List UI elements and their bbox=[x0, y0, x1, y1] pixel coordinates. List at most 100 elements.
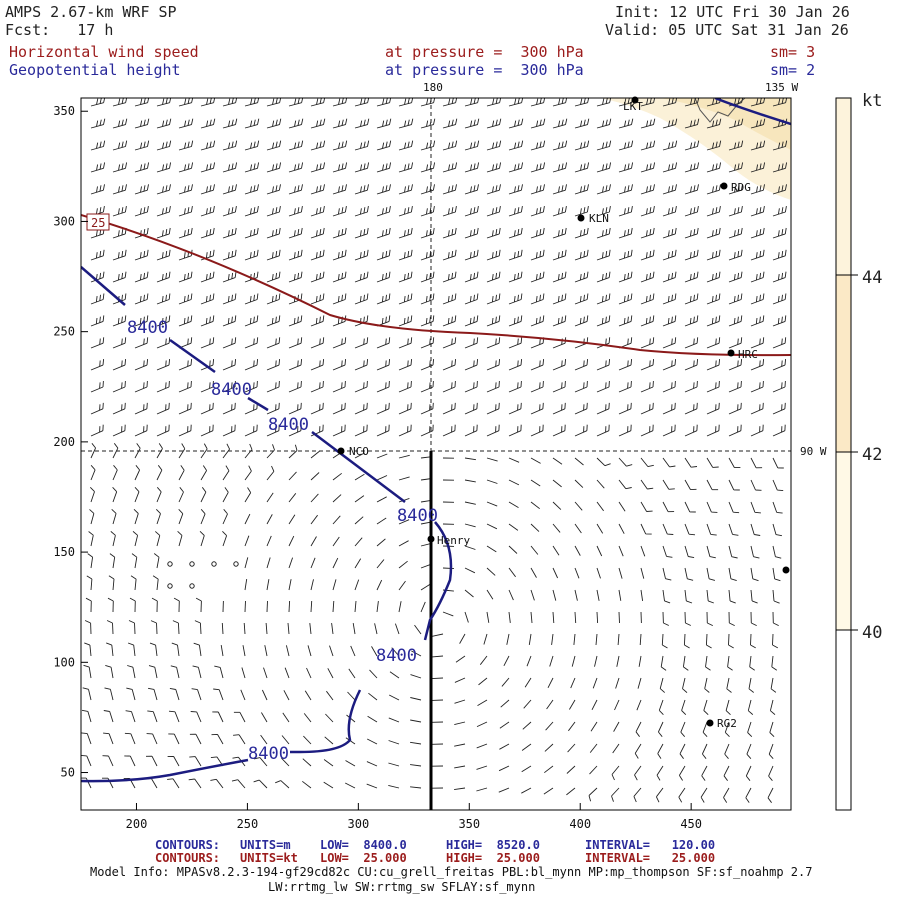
station-label: KLN bbox=[589, 212, 609, 225]
wind-barb bbox=[521, 743, 532, 751]
wind-barb bbox=[398, 315, 413, 327]
wind-contour-label-box bbox=[86, 213, 110, 231]
wind-barb bbox=[591, 699, 598, 711]
wind-barb bbox=[772, 249, 787, 261]
wind-barb bbox=[134, 402, 148, 415]
wind-barb bbox=[589, 743, 598, 753]
wind-barb bbox=[332, 557, 339, 569]
wind-barb bbox=[200, 293, 215, 305]
wind-barb bbox=[662, 457, 676, 468]
wind-barb bbox=[574, 589, 578, 601]
wind-barb bbox=[304, 690, 312, 701]
wind-barb bbox=[398, 424, 412, 437]
footer-height-units: UNITS=m bbox=[240, 838, 291, 852]
wind-barb bbox=[266, 315, 281, 327]
wind-barb bbox=[112, 206, 127, 217]
wind-barb bbox=[570, 677, 576, 689]
wind-barb bbox=[398, 118, 414, 129]
wind-barb bbox=[398, 227, 413, 239]
wind-barb bbox=[354, 359, 369, 371]
wind-barb bbox=[682, 677, 688, 693]
wind-barb bbox=[285, 645, 290, 657]
wind-barb bbox=[464, 479, 476, 483]
wind-barb bbox=[106, 642, 114, 657]
height-contour-label: 8400 bbox=[248, 744, 289, 764]
wind-barb bbox=[706, 501, 718, 513]
wind-barb bbox=[479, 655, 488, 665]
wind-barb bbox=[178, 508, 184, 525]
wind-barb bbox=[134, 293, 149, 305]
wind-barb bbox=[88, 531, 94, 547]
wind-barb bbox=[145, 778, 158, 789]
wind-barb bbox=[244, 487, 252, 503]
wind-barb bbox=[750, 98, 766, 107]
footer-wind-high: HIGH= 25.000 bbox=[446, 851, 540, 865]
wind-barb bbox=[552, 249, 567, 261]
wind-barb bbox=[552, 271, 567, 283]
wind-barb bbox=[354, 227, 369, 239]
wind-barbs bbox=[81, 98, 788, 803]
wind-barb bbox=[156, 184, 171, 195]
wind-barb bbox=[640, 293, 655, 305]
wind-barb bbox=[508, 315, 523, 327]
wind-barb bbox=[592, 677, 598, 689]
wind-barb bbox=[596, 227, 611, 239]
wind-barb bbox=[530, 611, 533, 624]
wind-barb bbox=[530, 140, 546, 151]
wind-barb bbox=[420, 98, 436, 107]
station-marker bbox=[720, 182, 728, 190]
wind-barb bbox=[552, 380, 566, 393]
wind-barb bbox=[442, 402, 456, 415]
wind-barb bbox=[398, 271, 413, 283]
wind-barb bbox=[442, 293, 457, 305]
wind-barb bbox=[354, 206, 369, 217]
wind-barb bbox=[354, 271, 369, 283]
wind-barb bbox=[288, 600, 291, 613]
wind-barb bbox=[288, 579, 292, 591]
wind-barb bbox=[134, 315, 149, 327]
wind-barb bbox=[634, 765, 642, 781]
wind-barb bbox=[640, 227, 655, 239]
wind-barb bbox=[596, 501, 604, 512]
wind-barb bbox=[156, 162, 172, 173]
wind-barb bbox=[90, 227, 105, 239]
wind-barb bbox=[178, 227, 193, 239]
wind-barb bbox=[596, 611, 599, 624]
wind-barb bbox=[90, 443, 97, 459]
wind-barb bbox=[640, 424, 654, 437]
wind-barb bbox=[728, 611, 735, 627]
wind-barb bbox=[749, 655, 755, 671]
wind-barb bbox=[611, 765, 620, 781]
wind-barb bbox=[498, 765, 510, 772]
wind-barb bbox=[701, 765, 708, 781]
wind-barb bbox=[168, 710, 180, 723]
wind-barb bbox=[476, 721, 488, 728]
wind-barb bbox=[464, 589, 474, 598]
wind-barb bbox=[288, 271, 303, 283]
wind-barb bbox=[574, 567, 580, 579]
wind-barb bbox=[109, 553, 116, 569]
wind-barb bbox=[244, 535, 250, 547]
wind-barb bbox=[266, 271, 281, 283]
wind-speed-shading bbox=[600, 98, 791, 200]
wind-barb bbox=[569, 699, 576, 710]
wind-barb bbox=[148, 665, 158, 679]
wind-barb bbox=[310, 249, 325, 261]
wind-barb bbox=[545, 721, 554, 731]
wind-barb bbox=[530, 98, 546, 107]
wind-barb bbox=[750, 118, 766, 129]
wind-barb bbox=[178, 359, 193, 371]
y-axis: 50 100 150 200 250 300 350 bbox=[53, 104, 88, 780]
footer-wind-interval: INTERVAL= 25.000 bbox=[585, 851, 716, 865]
wind-barb bbox=[90, 359, 105, 371]
wind-barb bbox=[552, 206, 567, 217]
wind-barb bbox=[420, 140, 436, 151]
wind-barb bbox=[682, 655, 689, 671]
wind-barb bbox=[90, 424, 104, 437]
wind-barb bbox=[596, 380, 610, 393]
wind-barb bbox=[723, 787, 730, 803]
wind-barb bbox=[483, 633, 488, 645]
wind-barb bbox=[618, 206, 633, 217]
wind-barb bbox=[199, 530, 205, 547]
wind-barb bbox=[552, 184, 567, 195]
